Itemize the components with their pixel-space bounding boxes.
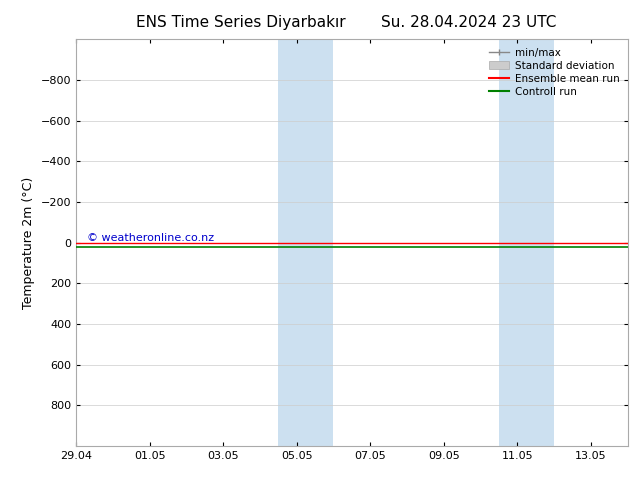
Legend: min/max, Standard deviation, Ensemble mean run, Controll run: min/max, Standard deviation, Ensemble me… <box>486 45 623 100</box>
Text: ENS Time Series Diyarbakır: ENS Time Series Diyarbakır <box>136 15 346 30</box>
Bar <box>499 39 554 446</box>
Y-axis label: Temperature 2m (°C): Temperature 2m (°C) <box>22 176 35 309</box>
Text: © weatheronline.co.nz: © weatheronline.co.nz <box>87 233 214 244</box>
Text: Su. 28.04.2024 23 UTC: Su. 28.04.2024 23 UTC <box>382 15 557 30</box>
Bar <box>278 39 333 446</box>
